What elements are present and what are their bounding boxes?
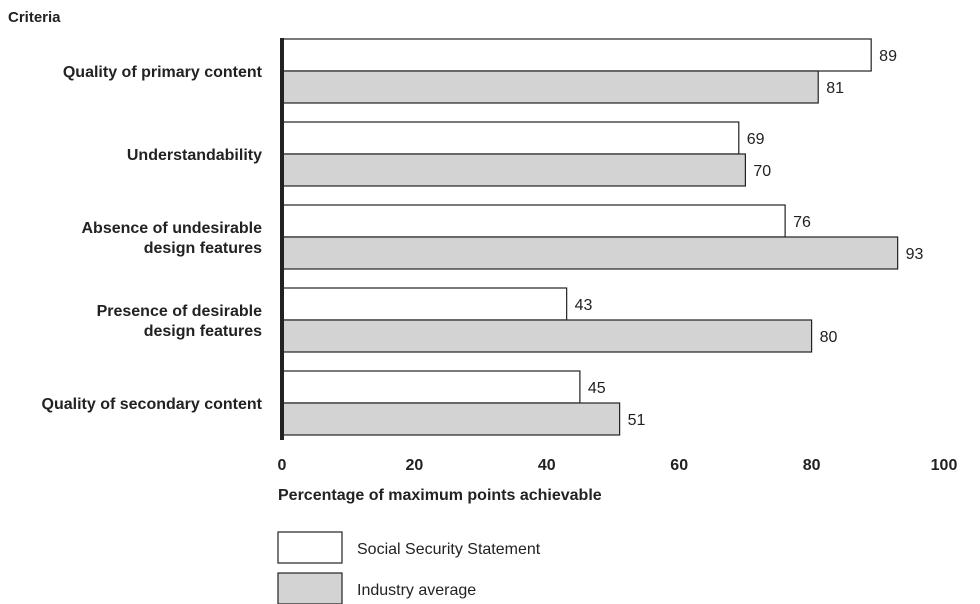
- value-label: 89: [879, 48, 897, 65]
- legend-label: Social Security Statement: [357, 541, 541, 558]
- bar-industry-average: [281, 319, 813, 353]
- value-label: 76: [793, 214, 811, 231]
- bar-industry-average: [281, 402, 621, 436]
- legend-label: Industry average: [357, 582, 476, 599]
- category-label: Understandability: [127, 147, 262, 164]
- value-label: 93: [906, 246, 924, 263]
- y-axis-line: [280, 38, 284, 440]
- category-label: Quality of primary content: [63, 64, 263, 81]
- x-tick-label: 0: [278, 457, 287, 474]
- bar-social-security-statement: [281, 204, 786, 238]
- legend: Social Security Statement Industry averag…: [277, 531, 541, 604]
- x-axis-title: Percentage of maximum points achievable: [278, 487, 602, 504]
- bar-social-security-statement: [281, 370, 581, 404]
- value-label: 51: [628, 412, 646, 429]
- category-label: Quality of secondary content: [42, 396, 263, 413]
- bar-social-security-statement: [281, 121, 740, 155]
- x-tick-label: 40: [538, 457, 556, 474]
- value-label: 80: [820, 329, 838, 346]
- value-label: 43: [575, 297, 593, 314]
- legend-swatch: [277, 531, 343, 564]
- x-tick-label: 20: [406, 457, 424, 474]
- x-tick-label: 100: [931, 457, 958, 474]
- category-label: Presence of desirable: [97, 303, 263, 320]
- category-labels: Quality of primary content Understandabil…: [42, 64, 263, 413]
- x-tick-labels: 0 20 40 60 80 100: [278, 457, 958, 474]
- x-tick-label: 60: [670, 457, 688, 474]
- bar-industry-average: [281, 236, 899, 270]
- value-label: 70: [753, 163, 771, 180]
- bars: [281, 38, 899, 436]
- value-label: 45: [588, 380, 606, 397]
- legend-swatch: [277, 572, 343, 604]
- y-axis-title: Criteria: [8, 9, 61, 26]
- category-label: design features: [144, 240, 262, 257]
- category-label: Absence of undesirable: [82, 220, 263, 237]
- bar-social-security-statement: [281, 38, 872, 72]
- value-label: 81: [826, 80, 844, 97]
- value-labels: 89 81 69 70 76 93 43 80 45 51: [575, 48, 924, 429]
- bar-industry-average: [281, 153, 746, 187]
- bar-industry-average: [281, 70, 819, 104]
- bar-social-security-statement: [281, 287, 568, 321]
- x-tick-label: 80: [803, 457, 821, 474]
- value-label: 69: [747, 131, 765, 148]
- category-label: design features: [144, 323, 262, 340]
